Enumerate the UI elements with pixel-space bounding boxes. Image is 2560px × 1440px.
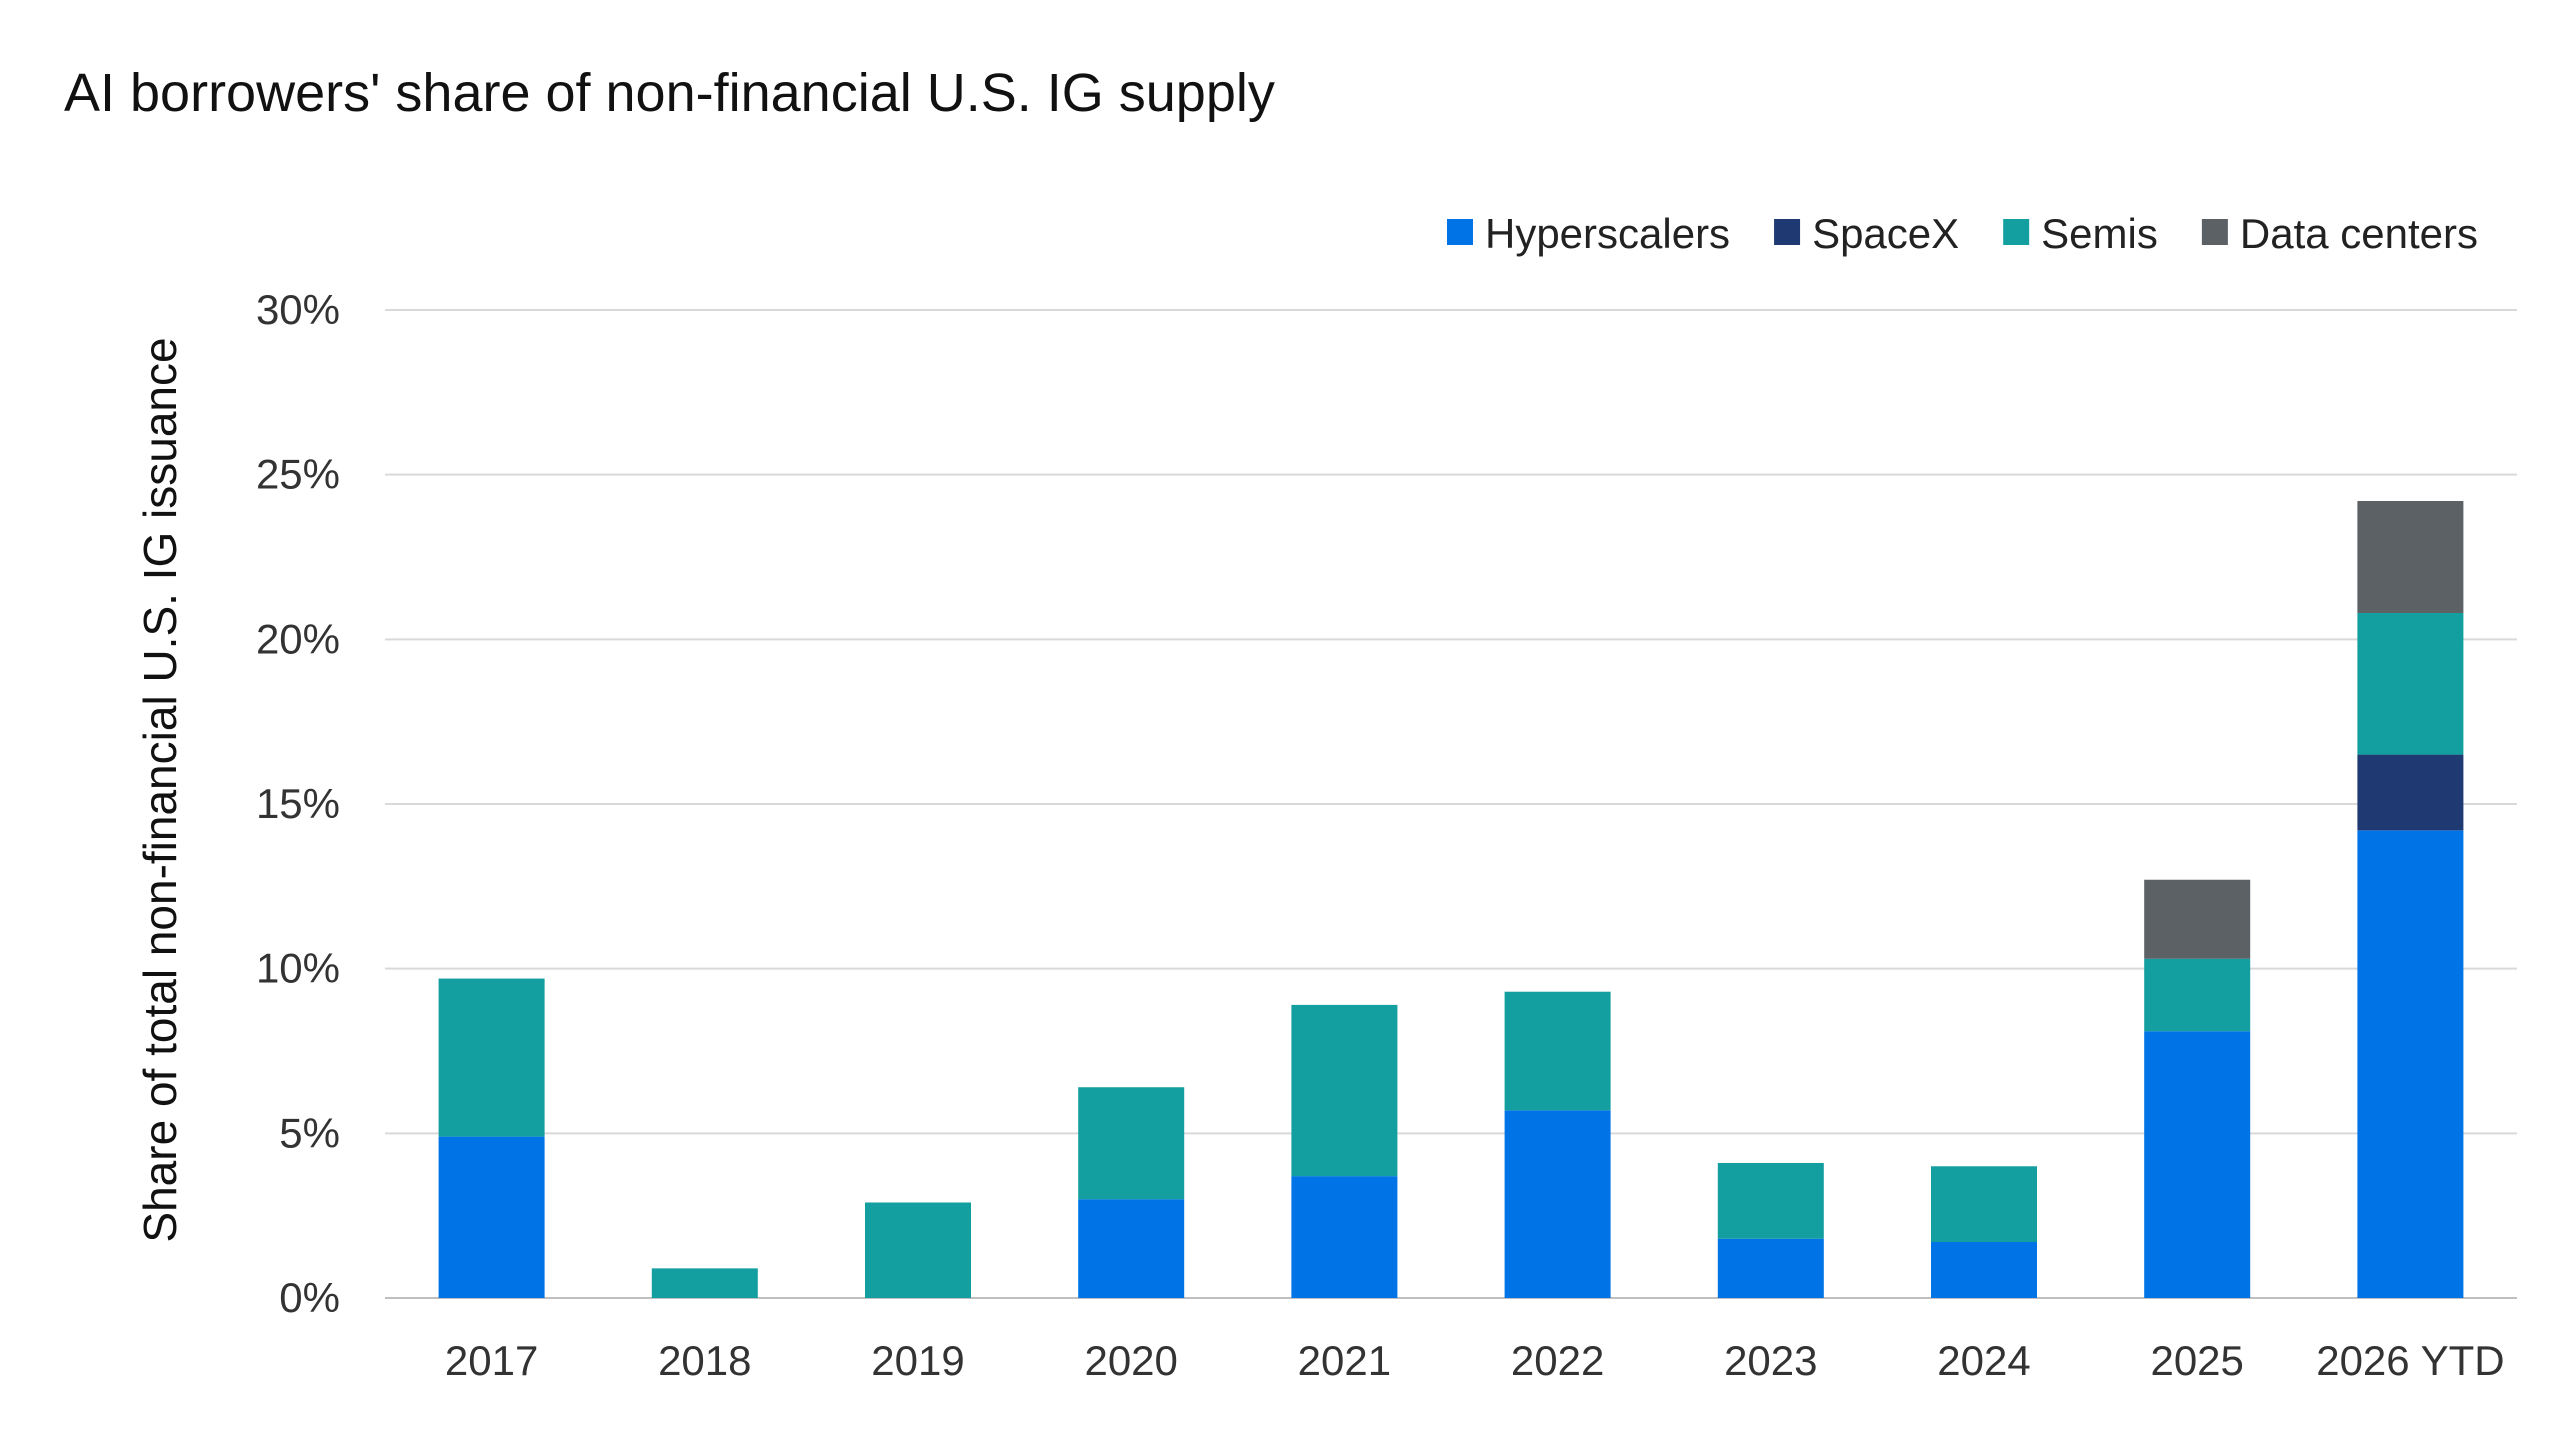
bar-semis-2021 (1291, 1004, 1398, 1177)
x-tick-label: 2025 (2150, 1337, 2243, 1384)
bar-semis-2025 (2144, 958, 2251, 1032)
x-tick-label: 2021 (1298, 1337, 1391, 1384)
legend-swatch (1774, 219, 1801, 245)
bar-hyperscalers-2017 (438, 1136, 545, 1298)
y-tick-label: 5% (279, 1109, 340, 1156)
bar-hyperscalers-2023 (1717, 1238, 1824, 1298)
bar-semis-2020 (1078, 1087, 1185, 1200)
bar-hyperscalers-2025 (2144, 1031, 2251, 1298)
bar-semis-2023 (1717, 1162, 1824, 1239)
legend-swatch (2201, 219, 2228, 245)
x-tick-label: 2023 (1724, 1337, 1817, 1384)
legend-label: Semis (2041, 210, 2158, 257)
legend-swatch (1446, 219, 1473, 245)
legend-label: SpaceX (1812, 210, 1959, 257)
y-tick-label: 20% (256, 615, 340, 662)
x-tick-label: 2018 (658, 1337, 751, 1384)
bar-semis-2019 (865, 1202, 971, 1298)
bar-semis-2018 (651, 1268, 758, 1298)
legend-item-spacex: SpaceX (1774, 210, 1959, 257)
y-tick-label: 15% (256, 780, 340, 827)
y-tick-label: 30% (256, 286, 340, 333)
x-tick-label: 2022 (1511, 1337, 1604, 1384)
legend-item-data-centers: Data centers (2201, 210, 2478, 257)
bar-data-centers-2025 (2144, 879, 2251, 959)
bars (438, 501, 2464, 1298)
chart-title: AI borrowers' share of non-financial U.S… (64, 63, 1275, 123)
y-axis-ticks: 0% 5% 10% 15% 20% 25% 30% (256, 286, 340, 1321)
x-tick-label: 2026 YTD (2316, 1337, 2504, 1384)
y-axis-title: Share of total non-financial U.S. IG iss… (134, 337, 186, 1242)
x-tick-label: 2020 (1084, 1337, 1177, 1384)
bar-semis-2026-ytd (2357, 612, 2464, 755)
bar-semis-2022 (1504, 991, 1611, 1111)
bar-hyperscalers-2022 (1504, 1110, 1611, 1298)
legend: Hyperscalers SpaceX Semis Data centers (1446, 210, 2478, 257)
legend-label: Hyperscalers (1485, 210, 1730, 257)
bar-hyperscalers-2021 (1291, 1176, 1398, 1298)
bar-data-centers-2026-ytd (2357, 501, 2464, 613)
legend-item-semis: Semis (2003, 210, 2158, 257)
bar-spacex-2026-ytd (2357, 754, 2464, 831)
legend-item-hyperscalers: Hyperscalers (1446, 210, 1730, 257)
y-tick-label: 25% (256, 451, 340, 498)
x-axis-ticks: 2017 2018 2019 2020 2021 2022 2023 2024 2025 2026… (445, 1337, 2505, 1384)
x-tick-label: 2017 (445, 1337, 538, 1384)
y-tick-label: 10% (256, 945, 340, 992)
bar-semis-2024 (1931, 1166, 2037, 1243)
legend-swatch (2003, 219, 2030, 245)
x-tick-label: 2019 (871, 1337, 964, 1384)
bar-hyperscalers-2024 (1931, 1242, 2037, 1298)
y-tick-label: 0% (279, 1274, 340, 1321)
bar-hyperscalers-2020 (1078, 1199, 1185, 1298)
bar-semis-2017 (438, 978, 545, 1137)
bar-hyperscalers-2026-ytd (2357, 830, 2464, 1298)
x-tick-label: 2024 (1937, 1337, 2030, 1384)
legend-label: Data centers (2240, 210, 2478, 257)
